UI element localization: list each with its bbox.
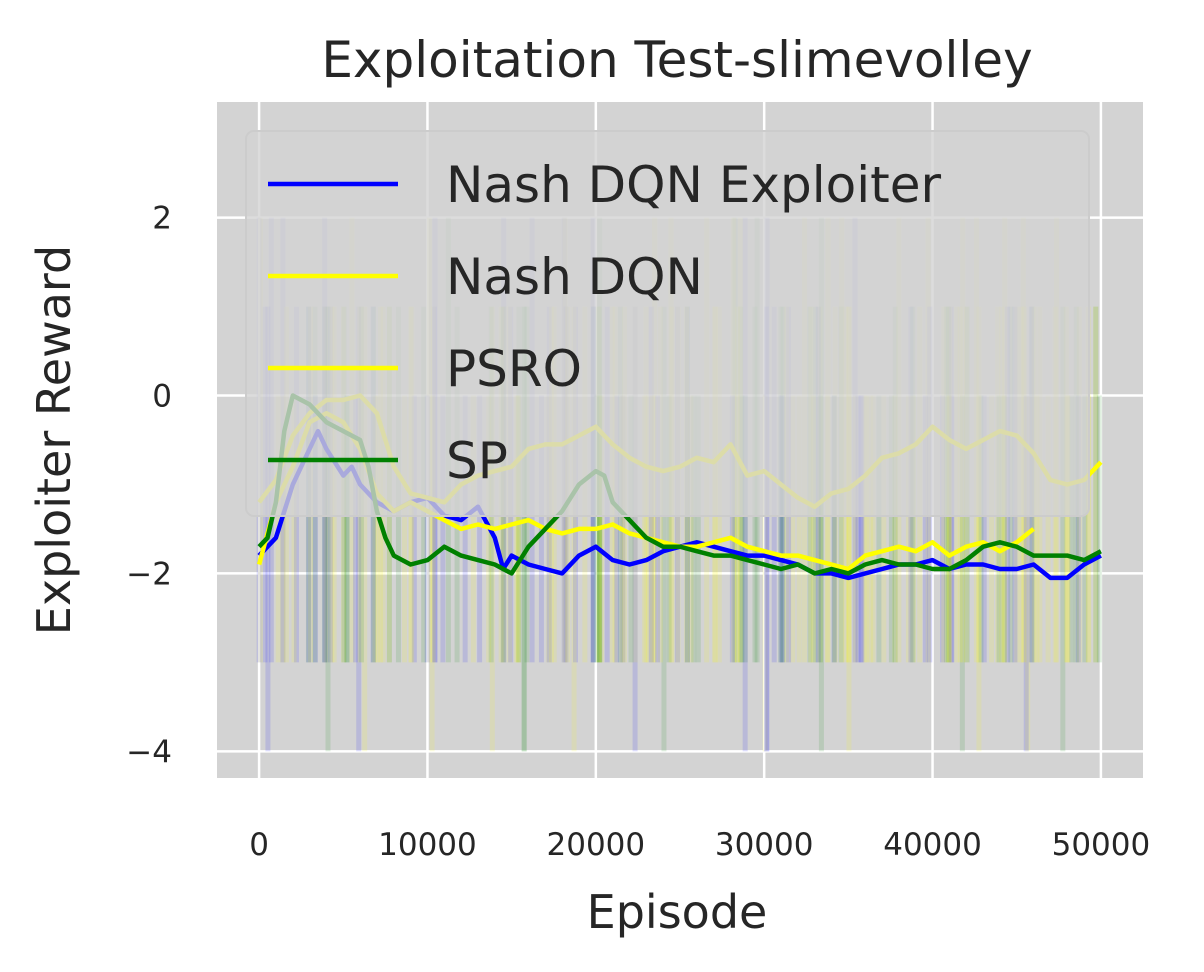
x-tick-labels: 0 10000 20000 30000 40000 50000 <box>249 827 1150 863</box>
y-tick-label-1: −2 <box>126 556 172 592</box>
y-axis-title: Exploiter Reward <box>27 245 81 635</box>
x-tick-label-3: 30000 <box>715 827 814 863</box>
y-tick-label-3: 2 <box>152 201 172 237</box>
x-tick-label-4: 40000 <box>883 827 982 863</box>
x-tick-label-5: 50000 <box>1052 827 1151 863</box>
legend-label-0: Nash DQN Exploiter <box>446 156 941 214</box>
chart-title: Exploitation Test-slimevolley <box>321 31 1032 89</box>
y-tick-labels: −4 −2 0 2 <box>126 201 172 771</box>
legend-label-3: SP <box>446 432 508 490</box>
legend-label-1: Nash DQN <box>446 248 703 306</box>
legend-label-2: PSRO <box>446 340 582 398</box>
x-tick-label-1: 10000 <box>378 827 477 863</box>
legend: Nash DQN Exploiter Nash DQN PSRO SP <box>245 130 1090 517</box>
y-tick-label-2: 0 <box>152 379 172 415</box>
legend-box <box>245 130 1090 517</box>
x-axis-title: Episode <box>587 885 768 939</box>
x-tick-label-0: 0 <box>249 827 269 863</box>
y-tick-label-0: −4 <box>126 734 172 770</box>
x-tick-label-2: 20000 <box>547 827 646 863</box>
